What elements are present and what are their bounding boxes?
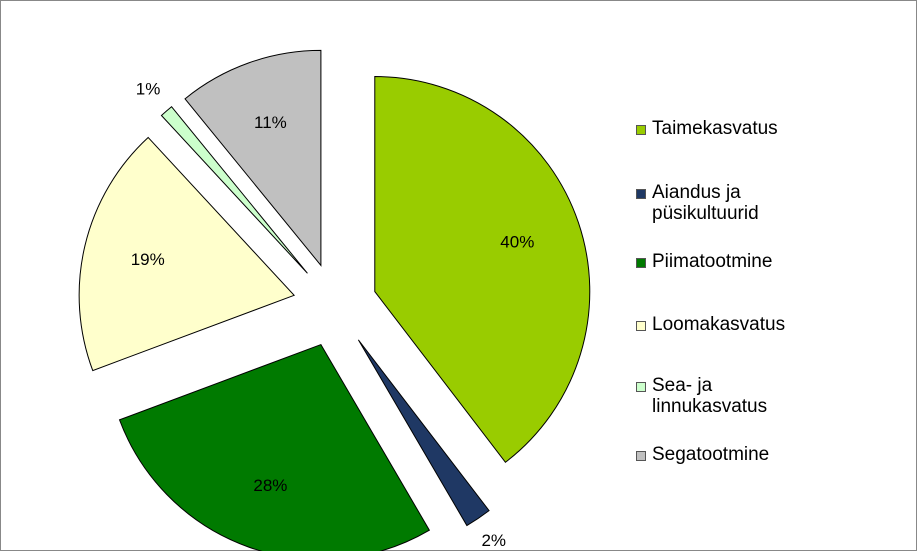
legend-item: Piimatootmine (636, 251, 802, 272)
pie-slice (118, 343, 431, 551)
pie-slice (78, 136, 296, 372)
legend-item: Loomakasvatus (636, 314, 802, 335)
legend-item: Aiandus ja püsikultuurid (636, 182, 802, 224)
legend-item: Sea- ja linnukasvatus (636, 375, 802, 417)
legend-label: Sea- ja linnukasvatus (652, 375, 768, 417)
legend-label: Piimatootmine (652, 251, 773, 272)
legend-label: Aiandus ja püsikultuurid (652, 182, 759, 224)
legend-swatch (636, 258, 646, 268)
data-label: 28% (253, 476, 287, 495)
pie-slice (160, 105, 308, 274)
data-label: 40% (500, 233, 534, 252)
pie-slice (357, 339, 490, 527)
data-label: 19% (131, 250, 165, 269)
pie-slice (374, 76, 591, 463)
legend-swatch (636, 189, 646, 199)
data-label: 1% (136, 79, 161, 98)
data-label: 2% (481, 531, 506, 550)
legend-swatch (636, 382, 646, 392)
legend-swatch (636, 451, 646, 461)
legend-label: Segatootmine (652, 444, 770, 465)
legend-swatch (636, 321, 646, 331)
pie-slice (184, 49, 322, 267)
legend-item: Taimekasvatus (636, 118, 802, 139)
legend-label: Loomakasvatus (652, 314, 786, 335)
data-label: 11% (254, 113, 287, 132)
legend-label: Taimekasvatus (652, 118, 778, 139)
legend-swatch (636, 125, 646, 135)
legend-item: Segatootmine (636, 444, 802, 465)
